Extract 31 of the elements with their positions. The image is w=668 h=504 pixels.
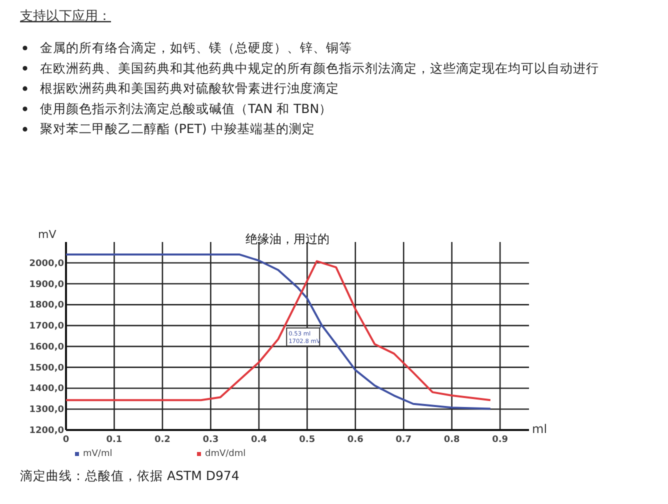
x-tick-label: 0.9 <box>492 435 508 445</box>
y-tick-label: 1200,0 <box>29 426 64 436</box>
x-axis-title: ml <box>532 422 548 436</box>
text: 支持以下应用： <box>20 8 111 24</box>
x-tick-label: 0.5 <box>299 435 316 445</box>
text: 在欧洲药典、美国药典和其他药典中规定的所有颜色指示剂法滴定，这些滴定现在均可以自动进行 <box>40 60 599 76</box>
y-axis-title: mV <box>38 228 57 241</box>
legend-label: mV/ml <box>83 449 112 459</box>
x-tick-label: 0.7 <box>396 435 412 445</box>
text: 金属的所有络合滴定，如钙、镁（总硬度）、锌、铜等 <box>40 40 352 55</box>
x-tick-label: 0.8 <box>444 435 460 445</box>
x-tick-label: 0.3 <box>202 435 219 445</box>
text: 滴定曲线：总酸值，依据 ASTM D974 <box>20 468 240 483</box>
y-tick-label: 1700,0 <box>29 322 64 332</box>
y-tick-label: 1600,0 <box>29 342 64 352</box>
text: 聚对苯二甲酸乙二醇酯 (PET) 中羧基端基的测定 <box>40 121 315 136</box>
x-tick-label: 0.6 <box>347 435 364 445</box>
y-tick-label: 1300,0 <box>29 405 64 416</box>
y-tick-label: 1800,0 <box>29 300 64 311</box>
text: 根据欧洲药典和美国药典对硫酸软骨素进行浊度滴定 <box>40 80 339 96</box>
chart-title: 绝缘油，用过的 <box>246 232 330 246</box>
x-tick-label: 0.2 <box>154 435 170 445</box>
y-tick-label: 1500,0 <box>29 363 64 374</box>
legend-label: dmV/dml <box>205 449 246 459</box>
x-tick-label: 0 <box>62 435 70 445</box>
y-tick-label: 1400,0 <box>29 384 64 394</box>
y-tick-label: 2000,0 <box>29 258 64 269</box>
x-tick-label: 0.4 <box>250 435 267 445</box>
x-tick-label: 0.1 <box>106 435 122 445</box>
text: 使用颜色指示剂法滴定总酸或碱值（TAN 和 TBN） <box>40 100 332 116</box>
y-tick-label: 1900,0 <box>29 280 64 290</box>
